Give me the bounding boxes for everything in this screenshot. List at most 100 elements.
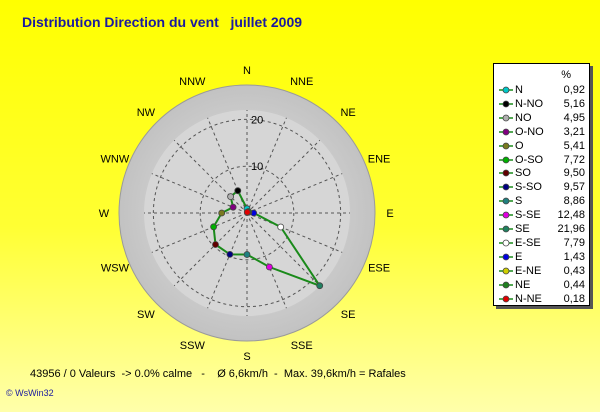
data-point-so <box>212 241 219 248</box>
data-point-o-no <box>229 203 237 211</box>
legend-swatch <box>499 128 513 136</box>
data-point-s-se <box>265 263 273 271</box>
legend-label: O-SO <box>515 153 544 166</box>
legend-swatch <box>499 142 513 149</box>
compass-label-wsw: WSW <box>101 263 130 275</box>
legend-header: % <box>561 69 571 81</box>
legend-value: 5,16 <box>563 97 585 110</box>
data-point-s <box>243 251 251 258</box>
legend-swatch <box>499 267 513 275</box>
legend-value: 5,41 <box>563 139 585 152</box>
data-point-no <box>227 193 235 201</box>
legend-label: E <box>515 250 523 263</box>
compass-label-ene: ENE <box>368 153 391 165</box>
legend-item: NO 4,95 <box>494 111 589 125</box>
legend-item: N-NE 0,18 <box>494 292 589 306</box>
legend-item: S 8,86 <box>494 194 589 208</box>
legend-item: O 5,41 <box>494 139 589 153</box>
grid-ring <box>152 118 342 308</box>
legend-swatch <box>499 225 513 233</box>
legend-value: 21,96 <box>557 223 585 235</box>
grid-spoke <box>246 139 321 214</box>
grid-spoke <box>151 173 248 214</box>
grid-spoke <box>246 117 287 214</box>
legend-swatch <box>499 281 513 288</box>
legend-swatch <box>499 253 513 261</box>
grid-spoke <box>246 212 343 253</box>
grid-spoke <box>173 212 248 287</box>
compass-label-nne: NNE <box>290 76 313 88</box>
data-point-s-so <box>226 250 234 258</box>
legend-item: O-NO 3,21 <box>494 125 589 139</box>
legend-value: 8,86 <box>563 195 585 208</box>
legend-swatch <box>499 197 513 205</box>
compass-label-s: S <box>243 351 250 363</box>
legend-swatch <box>499 183 513 191</box>
legend-item: N 0,92 <box>494 83 589 97</box>
compass-label-nnw: NNW <box>179 76 206 88</box>
legend-label: S <box>515 195 523 208</box>
legend-label: NO <box>515 111 532 124</box>
data-point-n-ne <box>243 208 251 216</box>
grid-spoke <box>246 173 343 214</box>
radial-tick-label: 20 <box>251 114 263 126</box>
data-point-o <box>218 209 226 217</box>
legend-item: E 1,43 <box>494 250 589 264</box>
grid-spoke <box>151 212 248 253</box>
legend-swatch <box>499 295 513 302</box>
chart-legend: % N 0,92 N-NO 5,16 NO 4,95 O-NO 3,21 O 5,41 O-SO 7,… <box>493 63 590 306</box>
chart-title: Distribution Direction du vent juillet 2… <box>22 14 303 30</box>
compass-label-n: N <box>243 65 251 77</box>
compass-label-ne: NE <box>340 107 355 119</box>
legend-item: S-SO 9,57 <box>494 180 589 194</box>
legend-swatch <box>499 239 513 247</box>
legend-label: N-NO <box>515 97 544 110</box>
grid-spoke <box>246 212 287 309</box>
compass-label-sw: SW <box>137 309 155 321</box>
data-point-o-so <box>210 223 218 231</box>
legend-item: E-SE 7,79 <box>494 236 589 250</box>
legend-label: N <box>515 84 523 96</box>
legend-label: E-SE <box>515 236 541 249</box>
legend-label: S-SO <box>515 181 542 194</box>
radial-tick-label: 10 <box>251 161 263 173</box>
legend-swatch <box>499 100 513 108</box>
stats-footer: 43956 / 0 Valeurs -> 0.0% calme - Ø 6,6k… <box>30 368 406 380</box>
compass-label-se: SE <box>341 309 356 321</box>
grid-spoke <box>246 212 321 287</box>
grid-spoke <box>207 212 248 309</box>
legend-item: N-NO 5,16 <box>494 97 589 111</box>
compass-label-w: W <box>99 208 110 220</box>
legend-label: O <box>515 139 524 152</box>
compass-label-ese: ESE <box>368 263 390 275</box>
legend-swatch <box>499 86 513 94</box>
grid-spoke <box>207 117 248 214</box>
legend-value: 12,48 <box>557 209 585 222</box>
compass-label-nw: NW <box>137 107 156 119</box>
legend-label: O-NO <box>515 125 544 138</box>
legend-item: SE 21,96 <box>494 222 589 236</box>
legend-label: E-NE <box>515 264 542 277</box>
legend-item: SO 9,50 <box>494 166 589 180</box>
legend-item: O-SO 7,72 <box>494 153 589 167</box>
grid-ring <box>199 165 295 261</box>
legend-value: 9,57 <box>563 181 585 194</box>
legend-value: 1,43 <box>563 250 585 263</box>
compass-label-wnw: WNW <box>101 153 130 165</box>
legend-value: 7,79 <box>563 236 585 249</box>
legend-swatch <box>499 169 513 177</box>
data-point-n-no <box>234 187 242 195</box>
compass-label-ssw: SSW <box>180 340 206 352</box>
legend-item: S-SE 12,48 <box>494 208 589 222</box>
legend-item: E-NE 0,43 <box>494 264 589 278</box>
grid-spoke <box>173 139 248 214</box>
legend-label: SO <box>515 167 531 180</box>
compass-label-sse: SSE <box>291 340 313 352</box>
legend-value: 0,92 <box>563 84 585 96</box>
legend-value: 0,18 <box>563 292 585 305</box>
legend-value: 3,21 <box>563 125 585 138</box>
legend-value: 0,44 <box>563 278 585 291</box>
legend-label: SE <box>515 223 530 235</box>
legend-label: N-NE <box>515 292 542 305</box>
